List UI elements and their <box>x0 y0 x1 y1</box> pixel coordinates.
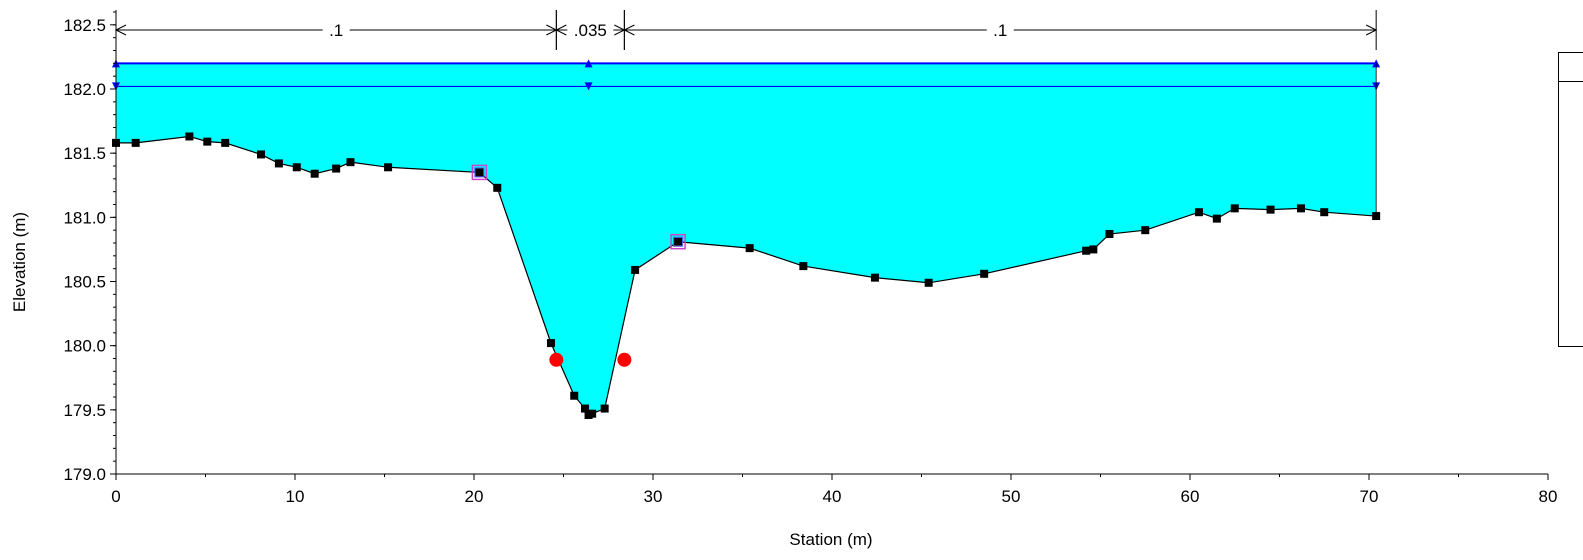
ground-point <box>203 137 212 146</box>
ground-point <box>600 404 609 413</box>
ground-point <box>310 169 319 178</box>
ground-point <box>112 138 120 147</box>
ground-point <box>546 339 555 348</box>
n-arrowhead <box>555 24 567 36</box>
bank-station-point <box>549 352 564 367</box>
ground-point <box>1141 226 1150 235</box>
ground-point <box>221 138 230 147</box>
x-tick-label: 70 <box>1360 487 1379 506</box>
water-area <box>116 63 1377 415</box>
y-tick-label: 179.0 <box>63 465 106 484</box>
x-tick-label: 50 <box>1002 487 1021 506</box>
ground-point <box>332 164 341 173</box>
n-arrowhead <box>1365 24 1378 36</box>
ground-point <box>980 269 989 278</box>
ground-layer <box>112 63 1381 419</box>
ground-point <box>924 278 933 287</box>
water-surface-marker <box>584 82 593 91</box>
legend-box <box>1558 52 1583 347</box>
ground-point <box>274 159 283 168</box>
mannings-n-label: .035 <box>574 21 607 40</box>
ground-point <box>580 404 589 413</box>
ground-point <box>1230 204 1239 213</box>
y-tick-label: 182.5 <box>63 16 106 35</box>
ground-point <box>1296 204 1305 213</box>
ground-point <box>870 273 879 282</box>
x-tick-label: 80 <box>1539 487 1558 506</box>
x-tick-label: 60 <box>1181 487 1200 506</box>
ground-point <box>256 150 265 159</box>
ground-point <box>493 183 502 192</box>
y-tick-label: 182.0 <box>63 80 106 99</box>
ground-point <box>1266 205 1275 214</box>
x-tick-label: 10 <box>286 487 305 506</box>
ground-point <box>1320 208 1329 217</box>
ineffective-flow-marker <box>670 233 686 250</box>
x-tick-label: 30 <box>644 487 663 506</box>
water-layer <box>112 59 1381 415</box>
axes: 179.0 179.5 180.0 180.5 181.0 181.5 182.0 182.5… <box>63 11 1558 506</box>
legend-header <box>1559 53 1583 82</box>
ground-point <box>384 163 393 172</box>
ground-point <box>799 262 808 271</box>
y-axis-title: Elevation (m) <box>10 212 29 312</box>
water-surface-marker <box>584 59 593 68</box>
x-tick-label: 0 <box>111 487 120 506</box>
ground-point <box>570 391 579 400</box>
y-tick-label: 181.5 <box>63 144 106 163</box>
n-arrowhead <box>114 24 127 36</box>
ground-point <box>631 265 640 274</box>
bank-station-point <box>617 352 632 367</box>
x-tick-label: 40 <box>823 487 842 506</box>
y-tick-label: 179.5 <box>63 401 106 420</box>
mannings-n-label: .1 <box>993 21 1007 40</box>
ineffective-flow-marker-inner <box>673 236 684 247</box>
ground-point <box>1082 246 1091 255</box>
ground-point <box>131 138 140 147</box>
mannings-n-layer: .1 .035 .1 <box>114 10 1378 50</box>
ground-point <box>1212 214 1221 223</box>
y-tick-label: 180.0 <box>63 337 106 356</box>
ground-point <box>1194 208 1203 217</box>
y-tick-label: 180.5 <box>63 273 106 292</box>
ground-point <box>185 132 194 141</box>
ground-point <box>346 158 355 167</box>
x-tick-label: 20 <box>465 487 484 506</box>
ineffective-flow-marker-inner <box>474 167 485 178</box>
n-arrowhead <box>623 24 635 36</box>
ineffective-flow-marker <box>471 164 488 181</box>
ground-point <box>745 244 754 253</box>
ground-point <box>1372 212 1381 221</box>
ground-point <box>1089 245 1098 254</box>
markers-layer <box>471 164 686 367</box>
ground-point <box>674 237 683 246</box>
ground-point <box>588 409 597 418</box>
ground-point <box>292 163 301 172</box>
ground-point <box>475 168 484 177</box>
mannings-n-label: .1 <box>329 21 343 40</box>
x-axis-title: Station (m) <box>789 530 872 549</box>
y-tick-label: 181.0 <box>63 208 106 227</box>
ground-point <box>1105 230 1114 239</box>
